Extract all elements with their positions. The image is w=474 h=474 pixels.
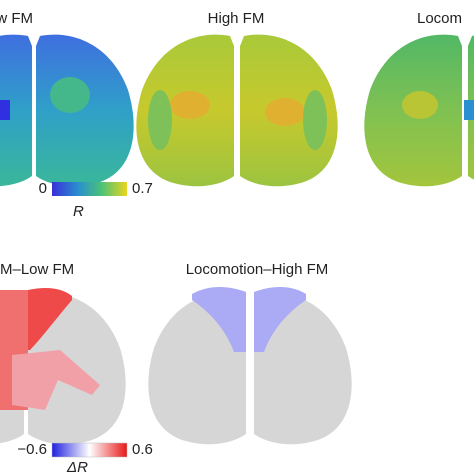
patch [303, 90, 327, 150]
colorbar-label: ΔR [66, 459, 88, 474]
patch [50, 77, 90, 113]
colorbar [51, 442, 128, 458]
colorbar-label: R [73, 203, 84, 220]
panel-title: ow FM [0, 10, 33, 27]
patch [254, 287, 306, 352]
colorbar-tick-label: 0.7 [132, 180, 153, 197]
panel-title: Locomotion–High FM [186, 261, 329, 278]
colorbar [52, 182, 127, 196]
patch [28, 287, 72, 350]
panel-title: M–Low FM [0, 261, 74, 278]
brain-map [0, 287, 126, 445]
patch [192, 287, 246, 352]
colorbar-tick-label: 0.6 [132, 441, 153, 458]
patch [170, 91, 210, 119]
patch [0, 100, 10, 120]
colorbar-tick-label: −0.6 [17, 441, 47, 458]
brain-map [136, 34, 338, 187]
panel-title: Locom [417, 10, 462, 27]
panel-title: High FM [208, 10, 265, 27]
patch [12, 350, 100, 410]
hemisphere [36, 34, 134, 187]
brain-map [0, 34, 134, 187]
patch [464, 100, 474, 120]
brain-map [364, 34, 474, 187]
colorbar-tick-label: 0 [39, 180, 47, 197]
patch [265, 98, 305, 126]
patch [402, 91, 438, 119]
patch [148, 90, 172, 150]
brain-map [148, 287, 352, 445]
